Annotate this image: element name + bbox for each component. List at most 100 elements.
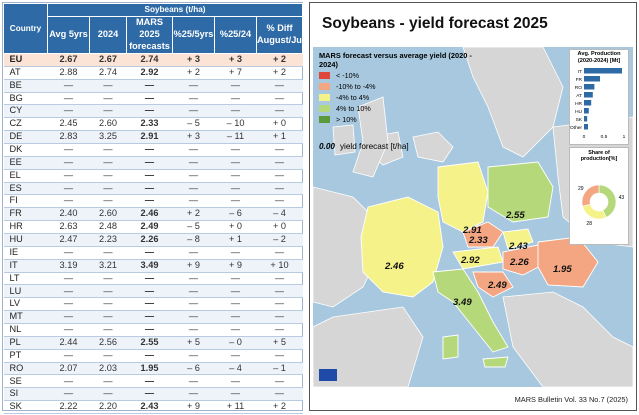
table-row: HU 2.47 2.23 2.26– 8 + 1– 2 xyxy=(3,233,303,247)
forecast-cell: — xyxy=(126,156,173,170)
pie-slice xyxy=(582,203,607,220)
forecast-cell: 2.26 xyxy=(126,233,173,247)
pct24-cell: — xyxy=(214,349,257,363)
country-cell: PL xyxy=(3,336,48,350)
map-value-cz: 2.33 xyxy=(469,235,488,246)
pct5-cell: — xyxy=(172,349,215,363)
bar xyxy=(584,76,600,82)
forecast-cell: 3.49 xyxy=(126,259,173,273)
pct24-cell: — xyxy=(214,323,257,337)
diff-cell: — xyxy=(256,143,303,157)
pct24-cell: — xyxy=(214,169,257,183)
header-2024: 2024 xyxy=(89,16,127,54)
diff-cell: + 2 xyxy=(256,66,303,80)
country-cell: DK xyxy=(3,143,48,157)
pct24-cell: + 0 xyxy=(214,220,257,235)
pct5-cell: – 8 xyxy=(172,233,215,247)
y2024-cell: 2.03 xyxy=(89,362,127,376)
forecast-cell: 2.33 xyxy=(126,117,173,132)
legend-swatch xyxy=(319,94,330,101)
header-group: Soybeans (t/ha) xyxy=(47,3,303,17)
country-cell: PT xyxy=(3,349,48,363)
country-cell: LV xyxy=(3,297,48,312)
eu-flag-icon xyxy=(319,369,337,381)
pct24-cell: — xyxy=(214,387,257,402)
pct5-cell: + 2 xyxy=(172,207,215,222)
pct24-cell: — xyxy=(214,143,257,157)
diff-cell: – 2 xyxy=(256,233,303,247)
forecast-cell: 2.46 xyxy=(126,207,173,222)
avg-cell: — xyxy=(47,143,90,157)
bar-label: AT xyxy=(576,93,582,99)
country-cell: CY xyxy=(3,104,48,119)
y2024-cell: — xyxy=(89,79,127,93)
diff-cell: — xyxy=(256,104,303,119)
pie-label: 28 xyxy=(586,221,592,227)
y2024-cell: — xyxy=(89,310,127,325)
country-cell: NL xyxy=(3,323,48,337)
map-value-pl: 2.55 xyxy=(506,210,525,221)
forecast-cell: — xyxy=(126,387,173,402)
y2024-cell: — xyxy=(89,323,127,337)
country-cell: IE xyxy=(3,246,48,260)
avg-cell: 2.22 xyxy=(47,400,90,415)
country-cell: ES xyxy=(3,182,48,196)
legend-item: -10% to -4% xyxy=(319,82,489,91)
avg-cell: 2.83 xyxy=(47,130,90,145)
y2024-cell: — xyxy=(89,349,127,363)
bar xyxy=(584,68,622,74)
avg-cell: — xyxy=(47,323,90,337)
forecast-unit: yield forecast [t/ha] xyxy=(339,142,409,151)
country-cell: MT xyxy=(3,310,48,325)
pct5-cell: — xyxy=(172,169,215,183)
y2024-cell: 2.48 xyxy=(89,220,127,235)
diff-cell: — xyxy=(256,310,303,325)
pct5-cell: + 5 xyxy=(172,336,215,350)
forecast-label: 0.00 yield forecast [t/ha] xyxy=(319,142,409,151)
country-cell: AT xyxy=(3,66,48,80)
forecast-cell: — xyxy=(126,284,173,299)
y2024-cell: 2.74 xyxy=(89,66,127,80)
bar xyxy=(584,116,588,122)
bar-label: RO xyxy=(575,85,582,91)
avg-cell: — xyxy=(47,387,90,402)
forecast-cell: — xyxy=(126,194,173,209)
forecast-cell: 2.49 xyxy=(126,220,173,235)
y2024-cell: — xyxy=(89,246,127,260)
map-legend: MARS forecast versus average yield (2020… xyxy=(319,51,489,124)
legend-item: 4% to 10% xyxy=(319,104,489,113)
map-panel: Soybeans - yield forecast 2025 xyxy=(309,2,637,411)
avg-cell: — xyxy=(47,272,90,286)
legend-item: -4% to 4% xyxy=(319,93,489,102)
pct24-cell: — xyxy=(214,104,257,119)
forecast-cell: 2.92 xyxy=(126,66,173,80)
table-row: FR 2.40 2.60 2.46 + 2– 6– 4 xyxy=(3,207,303,222)
y2024-cell: — xyxy=(89,194,127,209)
bar-tick: 0.5 xyxy=(601,134,608,140)
avg-cell: — xyxy=(47,349,90,363)
pct5-cell: + 3 xyxy=(172,53,215,67)
pct5-cell: + 9 xyxy=(172,259,215,273)
pct5-cell: — xyxy=(172,92,215,106)
legend-swatch xyxy=(319,105,330,112)
table-row: PL 2.44 2.56 2.55 + 5– 0 + 5 xyxy=(3,336,303,350)
country-cell: BE xyxy=(3,79,48,93)
avg-cell: 2.67 xyxy=(47,53,90,67)
pie-label: 43 xyxy=(619,195,625,201)
diff-cell: – 4 xyxy=(256,207,303,222)
pct5-cell: — xyxy=(172,374,215,389)
pct24-cell: — xyxy=(214,310,257,325)
country-cell: EU xyxy=(3,53,48,67)
forecast-cell: — xyxy=(126,246,173,260)
country-cell: FR xyxy=(3,207,48,222)
country-cell: SE xyxy=(3,374,48,389)
y2024-cell: 2.67 xyxy=(89,53,127,67)
bar-label: Other xyxy=(570,125,582,131)
legend-item: < -10% xyxy=(319,71,489,80)
country-cell: DE xyxy=(3,130,48,145)
table-row: EU 2.67 2.67 2.74 + 3 + 3 + 2 xyxy=(3,53,303,67)
pct5-cell: — xyxy=(172,104,215,119)
y2024-cell: 2.60 xyxy=(89,207,127,222)
table-row: LV — — — — — — xyxy=(3,297,303,312)
